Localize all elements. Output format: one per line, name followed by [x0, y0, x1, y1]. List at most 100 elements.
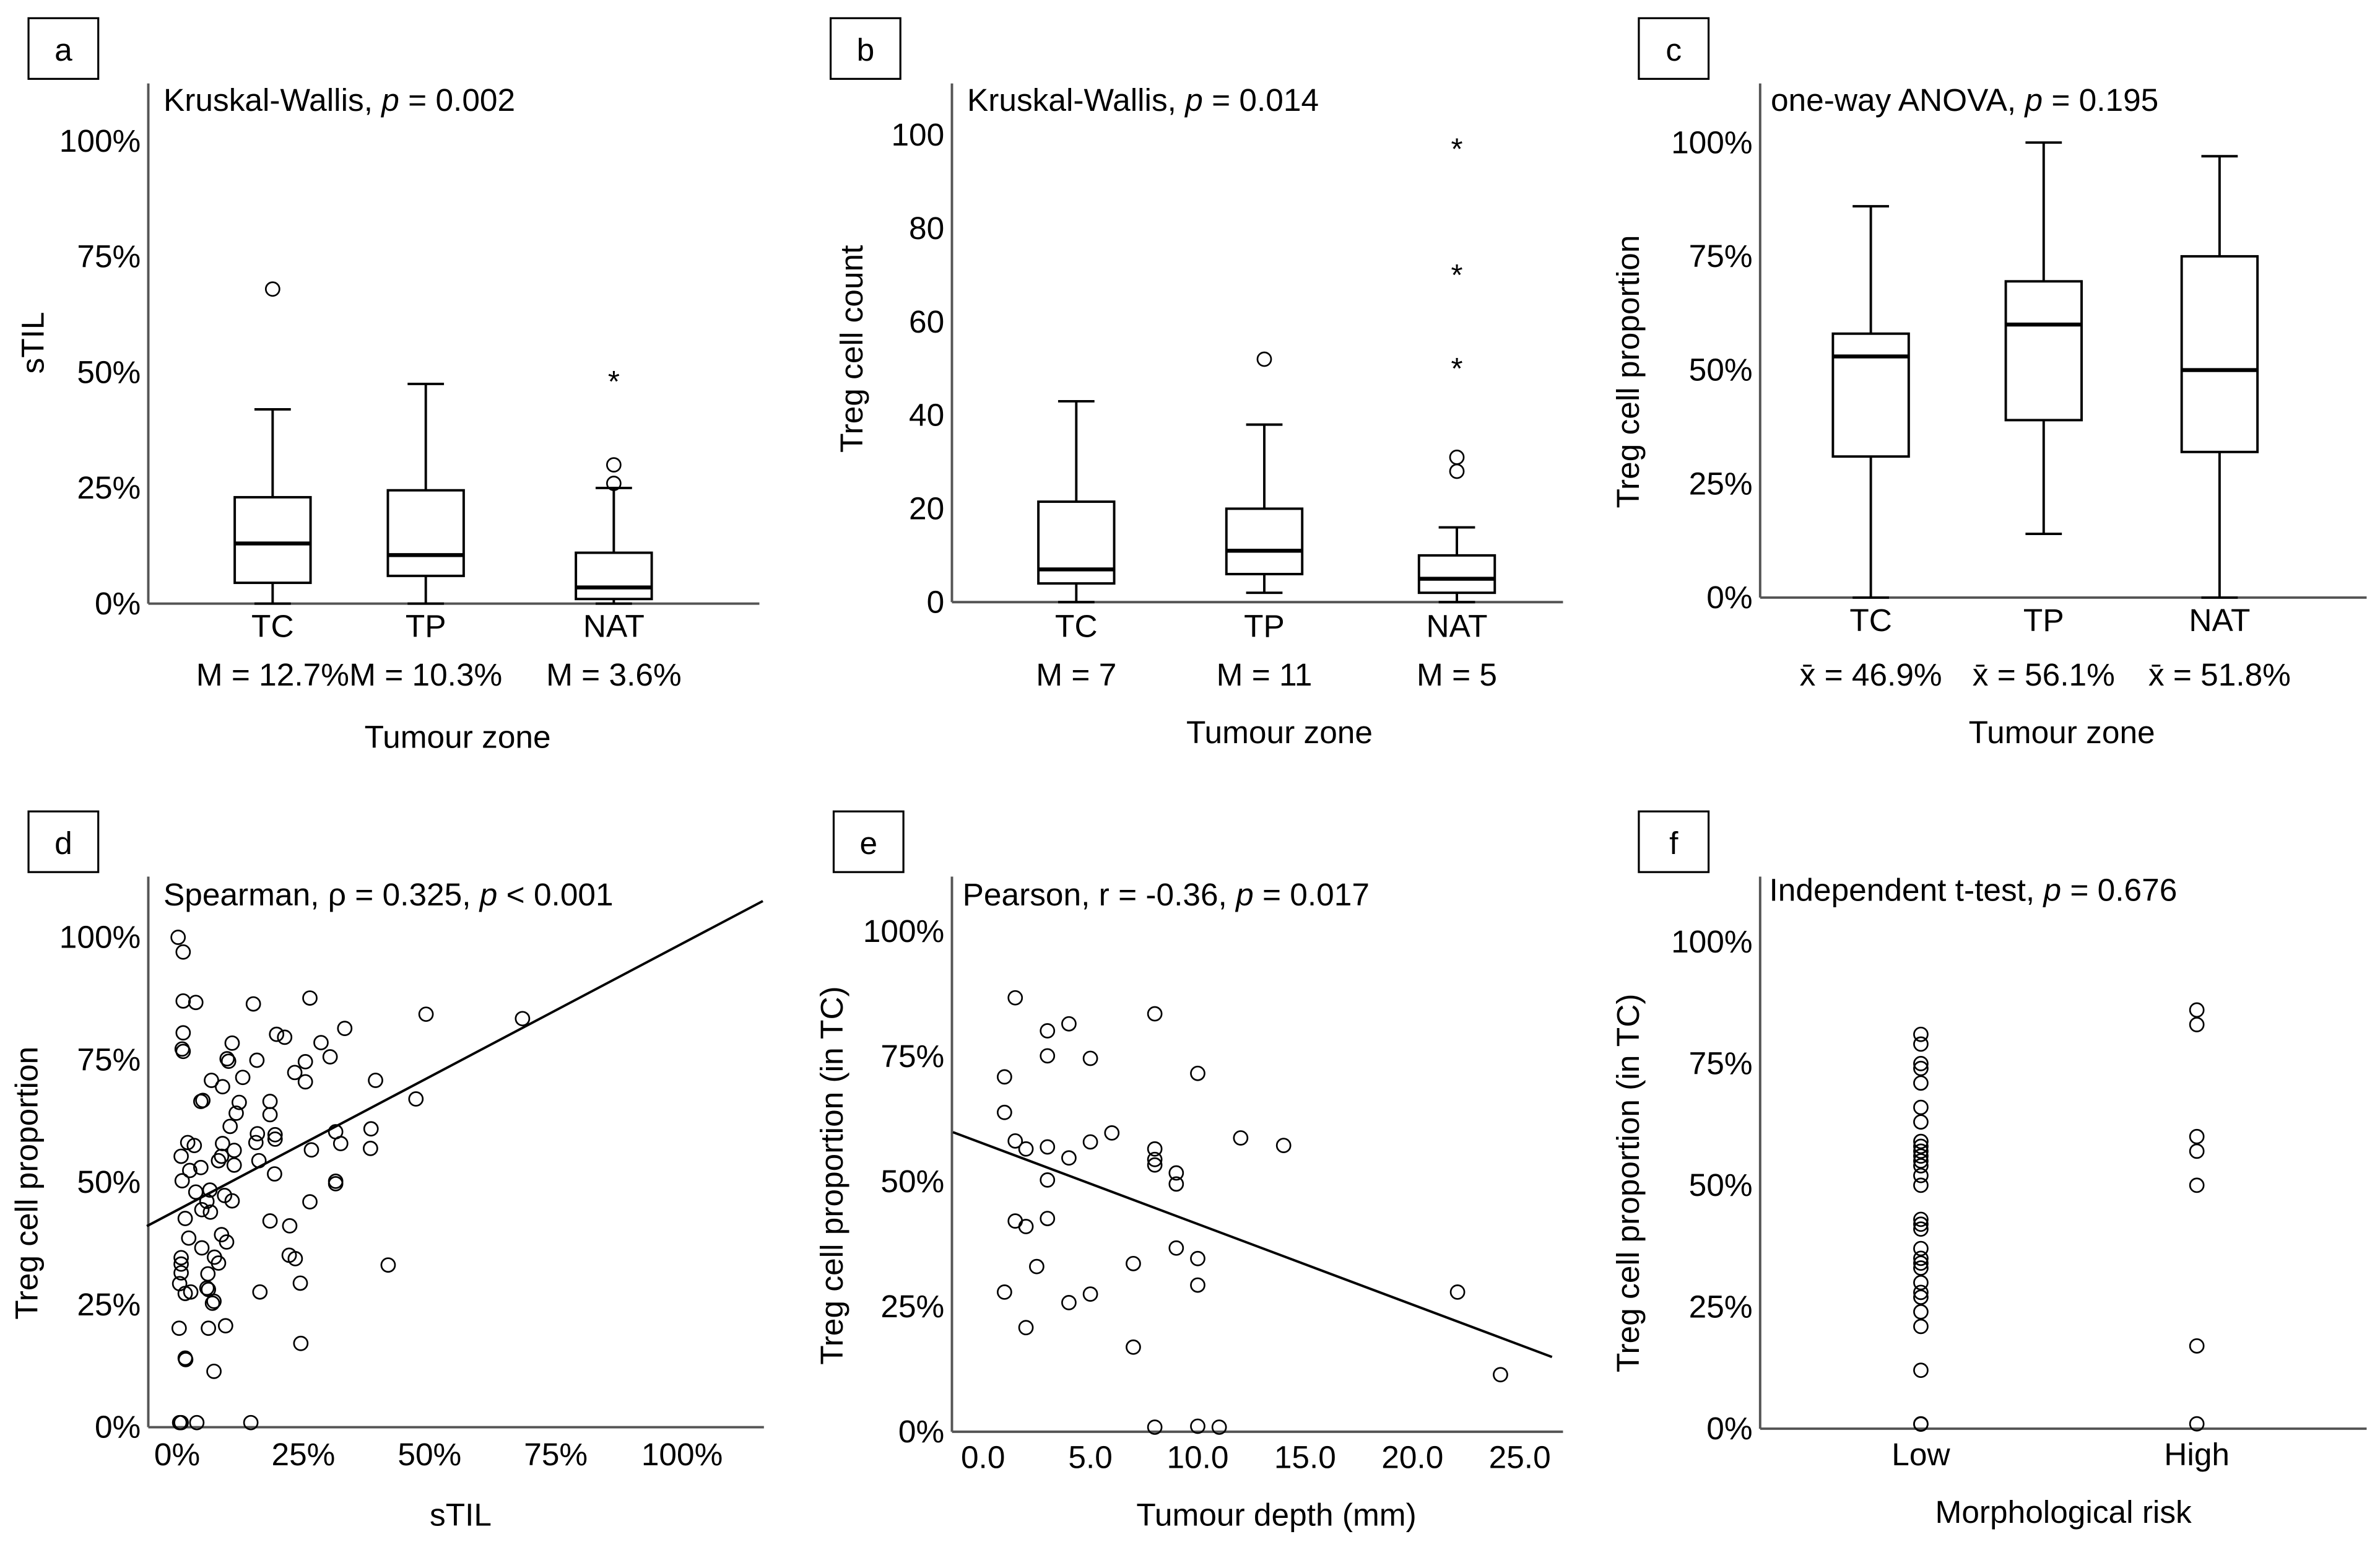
- data-point: [250, 1126, 266, 1142]
- x-axis-label: sTIL: [430, 1497, 492, 1533]
- y-tick-label: 0%: [898, 1413, 944, 1449]
- data-point: [217, 1188, 233, 1203]
- data-point: [188, 995, 204, 1011]
- y-tick-label: 75%: [880, 1038, 944, 1074]
- data-point: [277, 1029, 293, 1045]
- data-point: [193, 1159, 209, 1175]
- data-point: [297, 1054, 313, 1070]
- data-point: [267, 1131, 283, 1147]
- data-point: [222, 1118, 238, 1135]
- y-axis-label: Treg cell proportion (in TC): [814, 986, 849, 1364]
- data-point: [206, 1293, 222, 1309]
- data-point: [1029, 1258, 1045, 1275]
- x-tick-label: 10.0: [1166, 1439, 1228, 1475]
- y-tick-label: 25%: [77, 1286, 141, 1322]
- data-point: [328, 1176, 344, 1192]
- y-tick-label: 80: [909, 210, 944, 246]
- data-point: [211, 1153, 227, 1169]
- regression-line: [146, 900, 763, 1227]
- box-NAT: [2180, 155, 2259, 599]
- data-point: [1168, 1165, 1184, 1181]
- data-point: [2189, 1177, 2205, 1193]
- chart-title: Independent t-test, p = 0.676: [1770, 872, 2178, 908]
- x-tick-label: 20.0: [1381, 1439, 1443, 1475]
- data-point: [302, 990, 318, 1006]
- y-axis-label: sTIL: [15, 312, 51, 373]
- data-point: [214, 1148, 230, 1164]
- data-point: [177, 1286, 193, 1301]
- y-tick-label: 50%: [1689, 352, 1753, 388]
- title-p-symbol: p: [380, 82, 399, 118]
- data-point: [201, 1320, 216, 1336]
- title-p-symbol: p: [2043, 872, 2062, 908]
- x-axis-label: Tumour zone: [365, 718, 551, 754]
- data-point: [202, 1182, 218, 1198]
- data-point: [1147, 1151, 1163, 1167]
- data-point: [177, 1211, 193, 1226]
- x-axis-label: Tumour zone: [1969, 714, 2155, 750]
- data-point: [1147, 1006, 1163, 1022]
- iqr-box: [1417, 554, 1496, 595]
- y-tick-label: 100: [891, 116, 944, 152]
- data-point: [1913, 1275, 1929, 1291]
- x-axis-label: Tumour zone: [1186, 714, 1373, 750]
- data-point: [226, 1143, 242, 1158]
- data-point: [1913, 1099, 1929, 1115]
- y-tick-label: 75%: [1689, 238, 1753, 274]
- data-point: [2189, 1416, 2205, 1432]
- group-statistic-label: M = 11: [1217, 656, 1313, 692]
- data-point: [1913, 1075, 1929, 1091]
- data-point: [1449, 1284, 1466, 1300]
- y-tick-label: 75%: [77, 238, 141, 274]
- data-point: [194, 1201, 210, 1218]
- data-point: [1913, 1036, 1929, 1052]
- chart-title: Pearson, r = -0.36, p = 0.017: [963, 876, 1370, 912]
- x-tick-label: 5.0: [1068, 1439, 1112, 1475]
- data-point: [1913, 1304, 1929, 1320]
- data-point: [408, 1091, 424, 1107]
- group-statistic-label: M = 3.6%: [546, 656, 682, 692]
- y-tick-label: 0: [927, 583, 945, 619]
- panel-c: c 0% 25% 50% 75% 100% one-way ANOVA, p = 0.195…: [1610, 17, 2367, 750]
- data-point: [1913, 1138, 1929, 1154]
- data-point: [188, 1184, 204, 1200]
- data-point: [1018, 1320, 1034, 1336]
- extreme-star: *: [1451, 259, 1462, 292]
- data-point: [332, 1136, 349, 1151]
- data-point: [303, 1142, 319, 1158]
- data-point: [219, 1051, 235, 1067]
- data-point: [226, 1157, 242, 1173]
- data-point: [1913, 1416, 1929, 1432]
- data-point: [1275, 1138, 1292, 1153]
- box-NAT: * * *: [1417, 133, 1496, 604]
- data-point: [178, 1351, 194, 1367]
- data-point: [262, 1094, 278, 1109]
- box-TP: [1225, 351, 1304, 595]
- panel-label-box: [27, 17, 100, 80]
- data-point: [997, 1104, 1012, 1120]
- box-TC: [233, 281, 312, 605]
- data-point: [322, 1049, 338, 1065]
- data-point: [1168, 1240, 1184, 1256]
- title-value: = 0.017: [1254, 876, 1370, 912]
- data-point: [287, 1065, 303, 1081]
- group-statistic-label: M = 5: [1417, 656, 1497, 692]
- y-axis-label: Treg cell count: [833, 245, 869, 453]
- data-point: [2189, 1002, 2205, 1018]
- iqr-box: [233, 495, 312, 585]
- data-point: [235, 1070, 251, 1086]
- data-point: [1913, 1167, 1929, 1183]
- data-point: [267, 1126, 283, 1143]
- y-axis-label: Treg cell proportion (in TC): [1610, 994, 1646, 1372]
- iqr-box: [2004, 280, 2083, 422]
- group-statistic-label: M = 10.3%: [349, 656, 502, 692]
- data-point: [302, 1194, 318, 1210]
- data-point: [252, 1284, 268, 1300]
- data-point: [1493, 1367, 1508, 1383]
- data-point: [1913, 1284, 1929, 1301]
- y-tick-label: 25%: [77, 469, 141, 505]
- data-point: [1082, 1286, 1098, 1302]
- panel-f: f 0% 25% 50% 75% 100% Independent t-test, p = …: [1610, 810, 2367, 1530]
- data-point: [1007, 1133, 1023, 1149]
- group-statistic-label: x̄ = 46.9%: [1800, 656, 1942, 692]
